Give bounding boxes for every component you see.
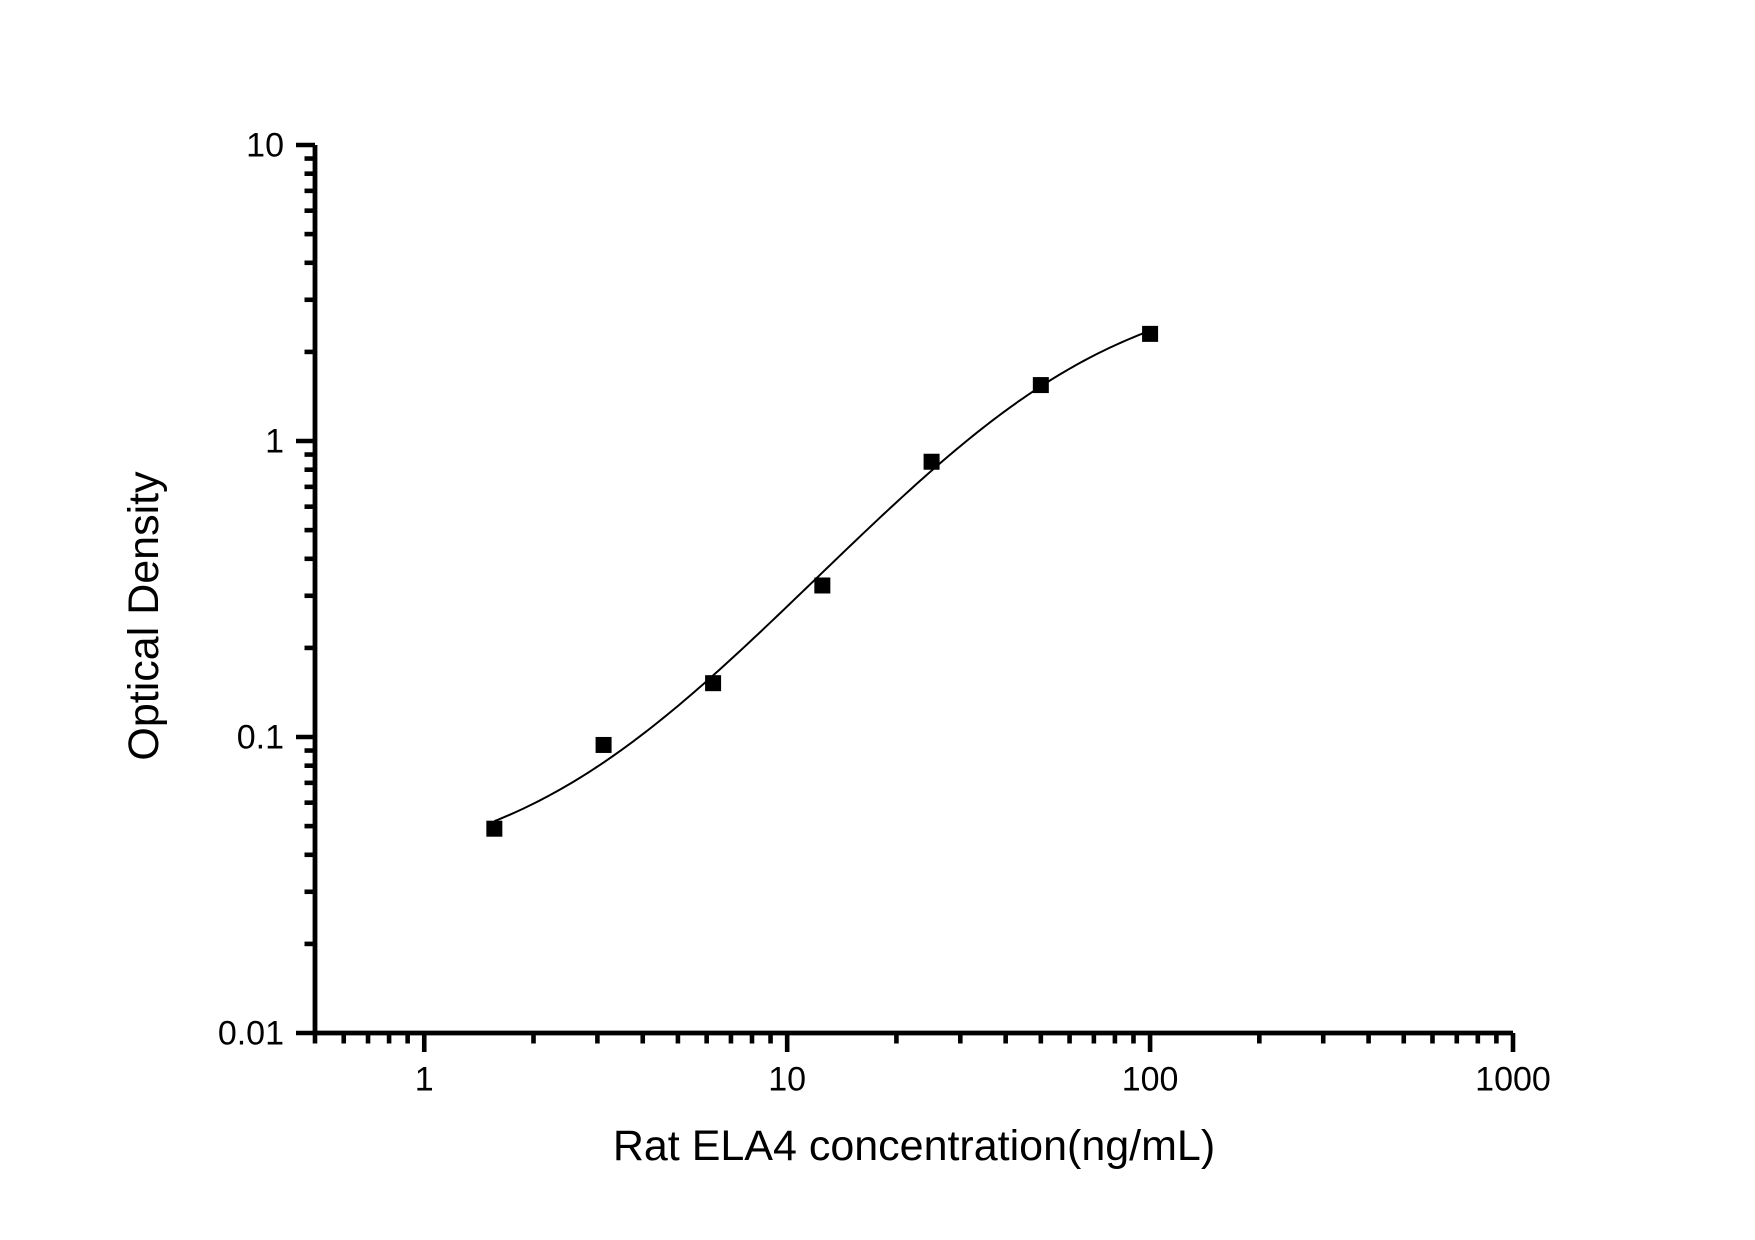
y-tick-label: 0.01	[218, 1015, 284, 1053]
x-tick-label: 1	[415, 1060, 434, 1098]
y-tick-label: 0.1	[237, 719, 284, 757]
data-point-marker	[705, 675, 722, 692]
y-tick-label: 1	[265, 423, 284, 461]
x-axis-title: Rat ELA4 concentration(ng/mL)	[613, 1122, 1215, 1170]
y-axis-title: Optical Density	[120, 471, 168, 761]
data-point-marker	[486, 820, 503, 837]
data-point-marker	[1142, 325, 1159, 342]
data-point-marker	[595, 736, 612, 753]
data-point-marker	[1032, 377, 1049, 394]
x-tick-label: 10	[768, 1060, 806, 1098]
x-tick-label: 100	[1122, 1060, 1179, 1098]
data-point-marker	[923, 453, 940, 470]
x-tick-label: 1000	[1475, 1060, 1551, 1098]
data-point-marker	[814, 577, 831, 594]
y-tick-label: 10	[246, 127, 284, 165]
